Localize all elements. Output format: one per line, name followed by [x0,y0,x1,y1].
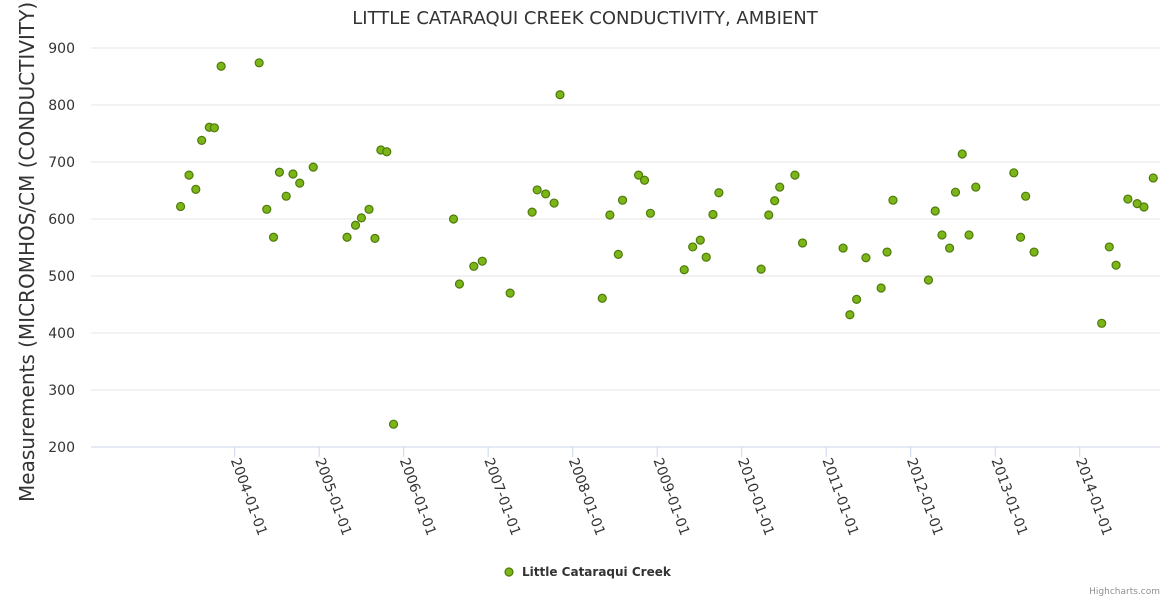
data-point[interactable] [937,230,947,240]
y-tick-label: 800 [48,98,75,114]
data-point[interactable] [923,275,934,285]
data-point[interactable] [775,182,785,192]
data-point[interactable] [532,185,542,195]
data-point[interactable] [541,189,551,199]
y-tick-label: 700 [48,155,75,171]
data-point[interactable] [756,264,766,274]
data-point[interactable] [1097,318,1107,328]
data-point[interactable] [197,135,207,145]
data-point[interactable] [1021,191,1031,201]
data-point[interactable] [838,243,848,253]
y-tick-label: 600 [48,212,75,228]
data-point[interactable] [549,198,559,208]
data-point[interactable] [876,283,886,293]
chart-title: LITTLE CATARAQUI CREEK CONDUCTIVITY, AMB… [352,8,819,29]
data-point[interactable] [175,201,186,212]
data-point[interactable] [764,210,774,220]
data-point[interactable] [950,187,961,197]
series-points [175,58,1158,429]
data-point[interactable] [679,265,689,275]
data-point[interactable] [527,207,537,217]
data-point[interactable] [454,279,465,289]
data-point[interactable] [964,230,974,240]
data-point[interactable] [1111,260,1121,270]
data-point[interactable] [295,178,305,188]
legend-marker [504,567,514,577]
data-point[interactable] [209,123,219,133]
data-point[interactable] [342,232,352,242]
data-point[interactable] [254,58,264,68]
data-point[interactable] [714,188,724,198]
data-point[interactable] [1015,232,1026,242]
legend-item[interactable]: Little Cataraqui Creek [504,565,672,579]
data-point[interactable] [1139,202,1149,212]
y-axis: 200 300 400 500 600 700 800 900 [48,41,75,456]
data-point[interactable] [308,162,318,172]
credits-link[interactable]: Highcharts.com [1089,587,1160,597]
data-point[interactable] [617,195,628,205]
data-point[interactable] [944,243,955,253]
data-point[interactable] [701,252,711,262]
data-point[interactable] [382,147,392,157]
data-point[interactable] [845,310,855,320]
data-point[interactable] [1029,247,1039,257]
data-point[interactable] [448,214,459,224]
data-point[interactable] [708,209,718,220]
data-point[interactable] [477,256,487,266]
data-point[interactable] [281,191,291,201]
data-point[interactable] [888,195,898,205]
data-point[interactable] [505,288,515,298]
data-point[interactable] [852,294,862,304]
data-point[interactable] [957,149,967,159]
data-point[interactable] [1009,168,1019,178]
data-point[interactable] [861,253,871,263]
data-point[interactable] [695,235,705,245]
data-point[interactable] [770,196,780,206]
data-point[interactable] [555,90,565,100]
data-point[interactable] [882,247,892,257]
data-point[interactable] [288,169,298,179]
data-point[interactable] [268,232,279,242]
data-point[interactable] [605,210,615,220]
y-tick-label: 400 [48,326,75,342]
data-point[interactable] [370,233,380,243]
y-tick-label: 900 [48,41,75,57]
y-tick-label: 200 [48,440,75,456]
data-point[interactable] [613,249,623,259]
data-point[interactable] [1123,194,1133,204]
data-point[interactable] [350,220,361,230]
data-point[interactable] [633,170,644,180]
y-gridlines [91,47,1160,391]
data-point[interactable] [930,206,940,216]
data-point[interactable] [797,238,808,248]
data-point[interactable] [645,208,656,218]
data-point[interactable] [191,184,201,194]
data-point[interactable] [688,242,698,252]
data-point[interactable] [597,293,607,303]
data-point[interactable] [469,261,479,271]
data-point[interactable] [388,419,399,429]
data-point[interactable] [790,170,800,180]
data-point[interactable] [1148,173,1158,183]
data-point[interactable] [364,204,374,214]
data-point[interactable] [356,213,367,223]
data-point[interactable] [971,182,981,192]
data-point[interactable] [184,170,194,180]
y-tick-label: 300 [48,383,75,399]
y-tick-label: 500 [48,269,75,285]
data-point[interactable] [262,204,272,214]
y-axis-title: Measurements (MICROMHOS/CM (CONDUCTIVITY… [15,0,39,502]
data-point[interactable] [1104,242,1114,252]
data-point[interactable] [216,61,226,71]
data-point[interactable] [639,175,650,185]
legend-label: Little Cataraqui Creek [522,565,672,579]
data-point[interactable] [274,167,285,177]
